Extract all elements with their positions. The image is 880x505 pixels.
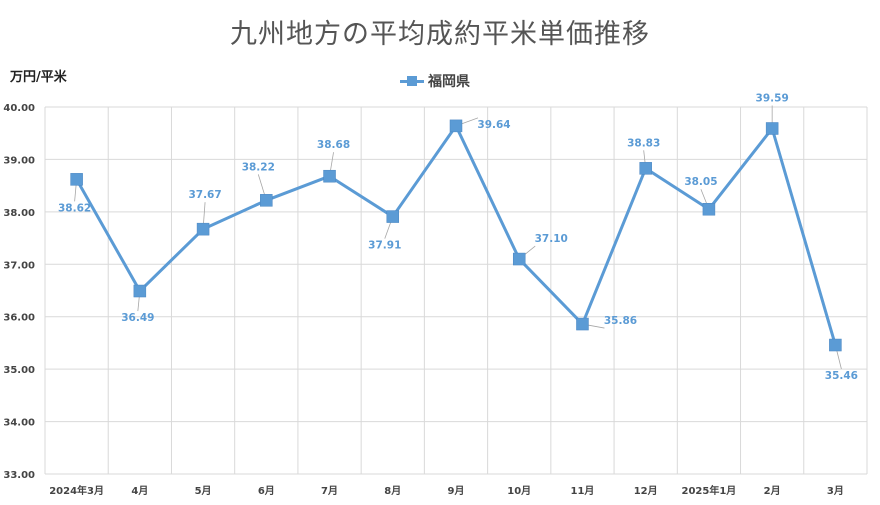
data-label: 38.68 <box>317 139 350 151</box>
legend-marker-icon <box>400 75 424 87</box>
x-tick-label: 2月 <box>764 485 781 497</box>
data-point-marker <box>386 210 400 223</box>
data-point-marker <box>70 173 83 186</box>
legend: 福岡県 <box>400 71 470 91</box>
data-point-marker <box>765 122 779 135</box>
data-point-marker <box>260 194 273 207</box>
x-tick-label: 12月 <box>634 485 658 497</box>
data-label: 37.10 <box>535 233 568 245</box>
chart-title: 九州地方の平均成約平米単価推移 <box>230 19 650 50</box>
data-label: 38.62 <box>58 202 91 214</box>
data-label: 35.46 <box>825 370 858 382</box>
legend-label: 福岡県 <box>428 74 470 90</box>
data-point-marker <box>639 162 652 175</box>
y-tick-label: 33.00 <box>3 470 35 481</box>
data-label: 38.22 <box>242 161 275 173</box>
x-tick-label: 8月 <box>384 485 401 497</box>
data-point-marker <box>449 119 463 133</box>
data-point-marker <box>512 252 526 266</box>
x-tick-label: 3月 <box>827 485 844 497</box>
data-point-marker <box>196 222 210 236</box>
legend-square <box>407 76 417 86</box>
data-point-marker <box>702 202 716 216</box>
x-tick-label: 2025年1月 <box>682 484 737 497</box>
y-axis-unit-label: 万円/平米 <box>10 70 67 85</box>
data-label: 37.67 <box>188 189 221 201</box>
data-label: 39.59 <box>756 92 789 104</box>
x-tick-label: 5月 <box>195 485 212 497</box>
data-point-marker <box>323 169 336 183</box>
x-tick-label: 4月 <box>131 485 148 497</box>
x-tick-label: 11月 <box>571 485 595 497</box>
y-tick-label: 36.00 <box>3 313 35 324</box>
x-tick-label: 10月 <box>507 485 531 497</box>
data-label: 38.05 <box>684 176 717 188</box>
data-label: 35.86 <box>604 315 637 327</box>
data-label: 36.49 <box>121 312 154 324</box>
data-label: 37.91 <box>368 240 401 252</box>
data-label: 39.64 <box>477 119 510 131</box>
data-point-marker <box>576 317 589 331</box>
x-tick-label: 6月 <box>258 485 275 497</box>
y-tick-label: 39.00 <box>3 155 35 166</box>
y-tick-label: 34.00 <box>3 418 35 429</box>
y-tick-label: 37.00 <box>3 260 35 271</box>
x-tick-label: 7月 <box>321 485 338 497</box>
x-tick-label: 2024年3月 <box>49 484 104 497</box>
y-tick-label: 38.00 <box>3 208 35 219</box>
y-tick-label: 40.00 <box>3 103 35 114</box>
series-line <box>75 124 837 346</box>
data-point-marker <box>829 338 842 352</box>
data-label: 38.83 <box>627 137 660 149</box>
y-tick-label: 35.00 <box>3 365 35 376</box>
x-tick-label: 9月 <box>448 485 465 497</box>
data-point-marker <box>133 284 147 298</box>
